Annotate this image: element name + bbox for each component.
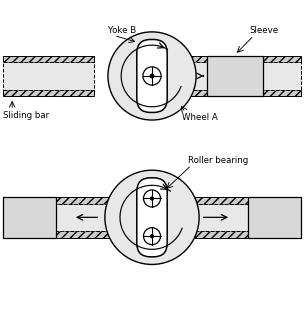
Text: Wheel A: Wheel A (182, 113, 218, 122)
Circle shape (105, 170, 199, 264)
Bar (3, 55, 94, 62)
Circle shape (150, 234, 154, 238)
Bar (188, 62, 301, 90)
Bar (3, 62, 94, 90)
Text: Sleeve: Sleeve (249, 26, 278, 35)
FancyBboxPatch shape (137, 178, 167, 257)
Bar (195, 197, 301, 204)
Circle shape (150, 73, 154, 78)
Bar (188, 90, 301, 96)
FancyBboxPatch shape (137, 39, 167, 113)
Bar (3, 231, 109, 238)
Circle shape (150, 196, 154, 201)
Bar (248, 197, 301, 238)
Bar (195, 204, 301, 231)
Circle shape (108, 32, 196, 120)
Text: Sliding bar: Sliding bar (3, 111, 49, 120)
Bar (3, 204, 109, 231)
Text: Roller bearing: Roller bearing (188, 156, 249, 165)
Bar (3, 90, 94, 96)
Text: Yoke B: Yoke B (108, 26, 136, 35)
Bar (207, 55, 263, 96)
Bar (188, 55, 301, 62)
Bar (3, 197, 56, 238)
Bar (195, 231, 301, 238)
Bar (3, 197, 109, 204)
